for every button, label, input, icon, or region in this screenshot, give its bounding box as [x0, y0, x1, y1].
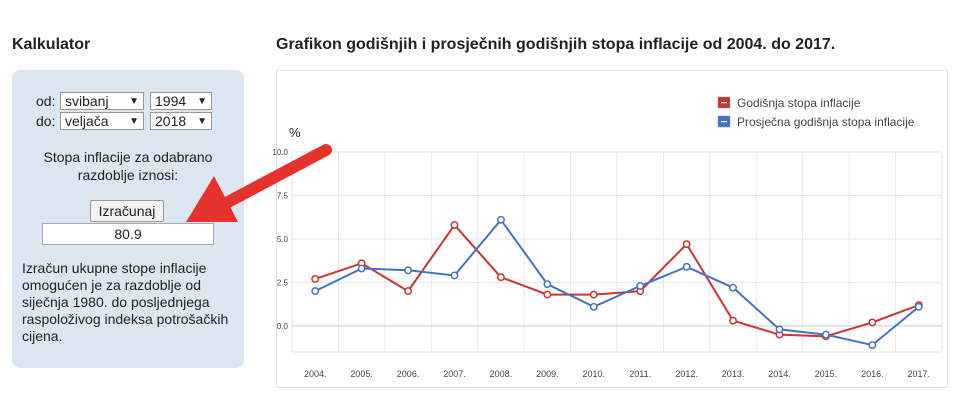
chart-container [276, 70, 948, 388]
y-tick-label: 2.5 [277, 278, 289, 287]
x-tick-label: 2010. [583, 369, 606, 379]
data-point [589, 302, 598, 311]
legend-label: Godišnja stopa inflacije [737, 96, 861, 110]
description-line: Izračun ukupne stope inflacije [22, 260, 207, 276]
data-point [404, 287, 413, 296]
dropdown-arrow-icon: ▼ [129, 95, 139, 107]
data-point [821, 330, 830, 339]
series-line [314, 218, 920, 347]
description-line: omogućen je za razdoblje od [22, 277, 202, 293]
x-tick-label: 2016. [861, 369, 884, 379]
data-point [543, 290, 552, 299]
legend-swatch-mark [721, 102, 727, 104]
data-point [450, 271, 459, 280]
data-point [311, 275, 320, 283]
data-point [589, 290, 598, 299]
x-tick-label: 2011. [629, 369, 651, 379]
description-line: cijena. [22, 328, 63, 344]
rate-label-line-2: razdoblje iznosi: [77, 167, 179, 183]
to-row: do: veljača ▼ 2018 ▼ [36, 112, 212, 130]
x-tick-label: 2017. [908, 369, 931, 379]
to-month-value: veljača [65, 113, 109, 129]
data-point [496, 273, 505, 282]
chart-title: Grafikon godišnjih i prosječnih godišnji… [276, 36, 836, 53]
from-year-value: 1994 [155, 93, 187, 109]
data-point [404, 266, 413, 275]
description-line: raspoloživog indeksa potrošačkih [22, 311, 229, 327]
calculator-title: Kalkulator [12, 36, 91, 53]
data-point [636, 281, 645, 290]
legend-label: Prosječna godišnja stopa inflacije [737, 115, 915, 129]
dropdown-arrow-icon: ▼ [197, 115, 207, 127]
x-tick-label: 2009. [536, 369, 559, 379]
annotation-arrow-shaft [222, 144, 332, 208]
from-month-select[interactable]: svibanj ▼ [60, 92, 144, 110]
data-point [729, 283, 738, 292]
x-tick-label: 2008. [490, 369, 513, 379]
x-tick-label: 2012. [675, 369, 698, 379]
annotation-arrow-head [186, 176, 238, 222]
data-point [311, 287, 320, 296]
data-point [729, 316, 738, 325]
x-tick-label: 2004. [304, 369, 327, 379]
data-point [496, 215, 505, 224]
calculate-button[interactable]: Izračunaj [90, 200, 164, 222]
x-tick-label: 2007. [443, 369, 466, 379]
result-field: 80.9 [42, 223, 214, 245]
data-point [543, 280, 552, 289]
data-point [450, 221, 459, 229]
rate-label: Stopa inflacije za odabrano razdoblje iz… [12, 148, 244, 184]
y-tick-label: 7.5 [277, 191, 289, 200]
data-point [775, 325, 784, 334]
x-tick-label: 2013. [722, 369, 745, 379]
dropdown-arrow-icon: ▼ [129, 115, 139, 127]
data-point [868, 318, 877, 327]
rate-label-line-1: Stopa inflacije za odabrano [43, 149, 213, 165]
data-point [914, 302, 923, 311]
from-row: od: svibanj ▼ 1994 ▼ [36, 92, 212, 110]
to-year-value: 2018 [155, 113, 187, 129]
x-tick-label: 2005. [350, 369, 373, 379]
calculator-panel: od: svibanj ▼ 1994 ▼ do: veljača ▼ 2018 … [12, 70, 244, 368]
series-line [314, 223, 920, 338]
from-label: od: [36, 93, 56, 109]
to-year-select[interactable]: 2018 ▼ [150, 112, 212, 130]
data-point [682, 240, 691, 249]
legend-swatch-mark [721, 121, 727, 123]
data-point [868, 341, 877, 349]
data-point [357, 264, 366, 273]
y-tick-label: 5.0 [277, 235, 289, 244]
y-tick-label: 0.0 [277, 322, 289, 331]
x-tick-label: 2006. [397, 369, 420, 379]
y-tick-label: 10.0 [272, 148, 288, 157]
dropdown-arrow-icon: ▼ [197, 95, 207, 107]
to-month-select[interactable]: veljača ▼ [60, 112, 144, 130]
y-axis-label: % [289, 125, 301, 140]
x-tick-label: 2014. [768, 369, 791, 379]
data-point [682, 262, 691, 271]
from-year-select[interactable]: 1994 ▼ [150, 92, 212, 110]
from-month-value: svibanj [65, 93, 109, 109]
to-label: do: [36, 113, 56, 129]
calculator-description: Izračun ukupne stope inflacije omogućen … [22, 260, 238, 345]
description-line: siječnja 1980. do posljednjega [22, 294, 210, 310]
x-tick-label: 2015. [815, 369, 838, 379]
